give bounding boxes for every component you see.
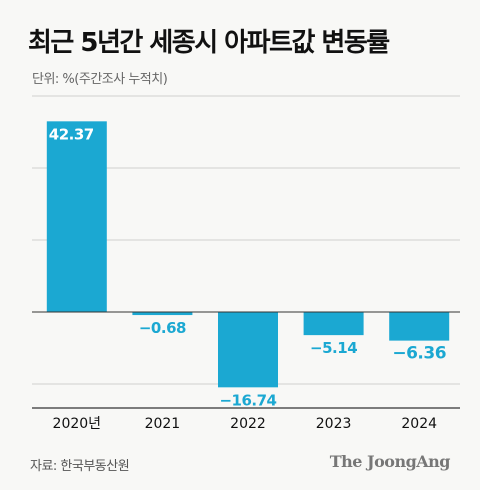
source-note: 자료: 한국부동산원 bbox=[30, 459, 130, 474]
chart-title: 최근 5년간 세종시 아파트값 변동률 bbox=[28, 28, 390, 58]
bar bbox=[303, 312, 364, 336]
x-tick-label: 2022 bbox=[230, 416, 266, 432]
unit-note: 단위: %(주간조사 누적치) bbox=[32, 72, 168, 87]
data-label: −16.74 bbox=[219, 391, 276, 409]
data-label: −0.68 bbox=[139, 319, 186, 337]
bar bbox=[218, 312, 278, 388]
bar bbox=[389, 312, 450, 341]
data-label: −5.14 bbox=[310, 339, 357, 357]
x-tick-label: 2020년 bbox=[53, 416, 102, 432]
data-label: −6.36 bbox=[392, 344, 446, 364]
x-tick-label: 2021 bbox=[145, 416, 181, 432]
x-tick-label: 2024 bbox=[401, 416, 437, 432]
data-label: 42.37 bbox=[49, 125, 94, 143]
brand-logo: The JoongAng bbox=[329, 452, 451, 471]
bar bbox=[46, 121, 107, 313]
x-tick-label: 2023 bbox=[316, 416, 352, 432]
bar bbox=[132, 312, 193, 316]
